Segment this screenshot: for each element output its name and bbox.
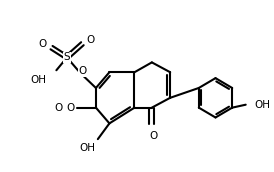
Text: OH: OH bbox=[79, 143, 95, 153]
Text: O: O bbox=[150, 131, 158, 141]
Text: OH: OH bbox=[254, 100, 270, 110]
Text: O: O bbox=[78, 66, 87, 76]
Text: O: O bbox=[38, 39, 47, 49]
Text: O: O bbox=[86, 35, 95, 45]
Text: O: O bbox=[54, 103, 62, 113]
Text: S: S bbox=[64, 52, 70, 62]
Text: O: O bbox=[66, 103, 75, 113]
Text: OH: OH bbox=[31, 75, 47, 85]
